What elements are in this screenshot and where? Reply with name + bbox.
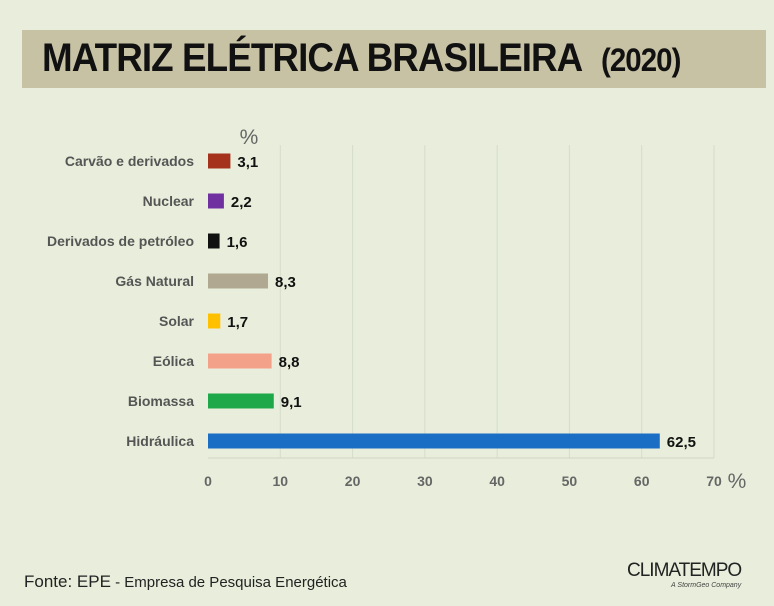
category-label: Solar [159,313,195,329]
bar [208,153,231,169]
category-label: Gás Natural [115,273,194,289]
title-banner: MATRIZ ELÉTRICA BRASILEIRA (2020) [22,30,766,88]
category-label: Nuclear [143,193,195,209]
bar [208,353,272,369]
x-tick-label: 10 [272,473,288,489]
source-rest: - Empresa de Pesquisa Energética [110,574,347,591]
category-label: Eólica [153,353,194,369]
bar [208,313,221,329]
bar [208,393,274,409]
bar [208,273,268,289]
data-label: 9,1 [281,394,302,411]
value-unit-label: % [240,126,259,149]
category-label: Carvão e derivados [65,153,194,169]
x-tick-label: 30 [417,473,433,489]
bar [208,433,660,449]
category-label: Derivados de petróleo [47,233,194,249]
x-tick-label: 50 [562,473,578,489]
data-label: 1,7 [227,314,248,331]
climatempo-logo: CLIMATEMPO A StormGeo Company [627,560,742,589]
logo-tagline: A StormGeo Company [671,582,742,589]
data-label: 2,2 [231,194,252,211]
source-note: Fonte: EPE - Empresa de Pesquisa Energét… [24,572,347,592]
data-label: 1,6 [227,234,248,251]
x-tick-label: 70 [706,473,722,489]
title-text: MATRIZ ELÉTRICA BRASILEIRA [42,36,583,80]
bar [208,233,220,249]
x-tick-label: 0 [204,473,212,489]
logo-name: CLIMATEMPO [627,560,742,581]
data-label: 8,8 [279,354,300,371]
x-tick-label: 40 [489,473,505,489]
x-axis-unit: % [728,470,747,493]
bar [208,193,224,209]
x-tick-label: 20 [345,473,361,489]
data-label: 8,3 [275,274,296,291]
category-label: Biomassa [128,393,194,409]
category-label: Hidráulica [126,433,194,449]
x-tick-label: 60 [634,473,650,489]
title-year: (2020) [600,42,681,78]
source-prefix: Fonte: EPE [24,572,111,591]
data-label: 62,5 [667,434,696,451]
chart-title: MATRIZ ELÉTRICA BRASILEIRA (2020) [42,36,681,81]
data-label: 3,1 [237,154,258,171]
